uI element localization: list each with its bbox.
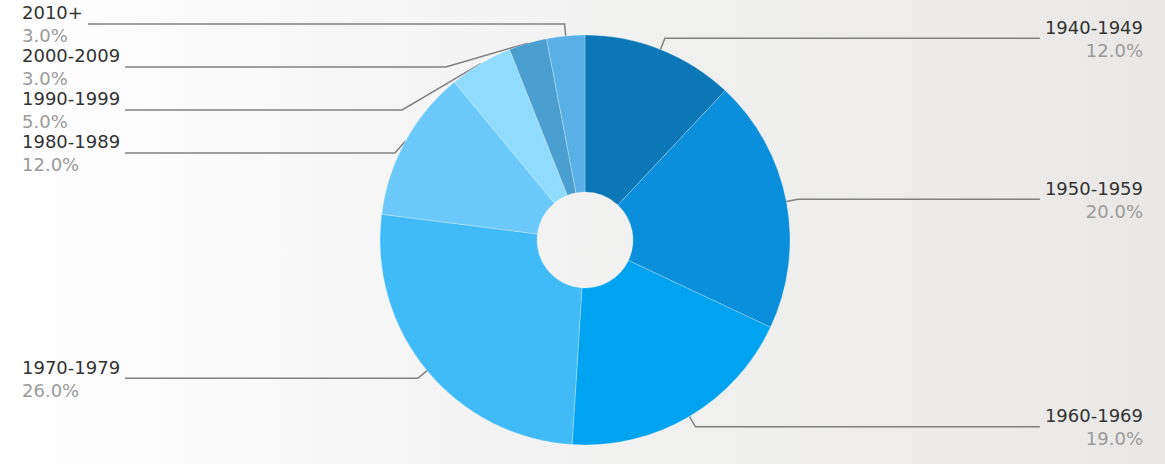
svg-text:20.0%: 20.0% [1086,201,1143,222]
svg-text:1970-1979: 1970-1979 [22,357,120,378]
svg-text:12.0%: 12.0% [1086,40,1143,61]
svg-text:1940-1949: 1940-1949 [1045,17,1143,38]
svg-text:1950-1959: 1950-1959 [1045,178,1143,199]
svg-text:19.0%: 19.0% [1086,428,1143,449]
svg-text:3.0%: 3.0% [22,25,68,46]
svg-text:5.0%: 5.0% [22,111,68,132]
svg-text:1990-1999: 1990-1999 [22,88,120,109]
svg-text:2000-2009: 2000-2009 [22,45,120,66]
svg-text:3.0%: 3.0% [22,68,68,89]
svg-text:1960-1969: 1960-1969 [1045,405,1143,426]
svg-text:26.0%: 26.0% [22,380,79,401]
svg-text:2010+: 2010+ [22,2,83,23]
svg-text:12.0%: 12.0% [22,154,79,175]
svg-text:1980-1989: 1980-1989 [22,131,120,152]
